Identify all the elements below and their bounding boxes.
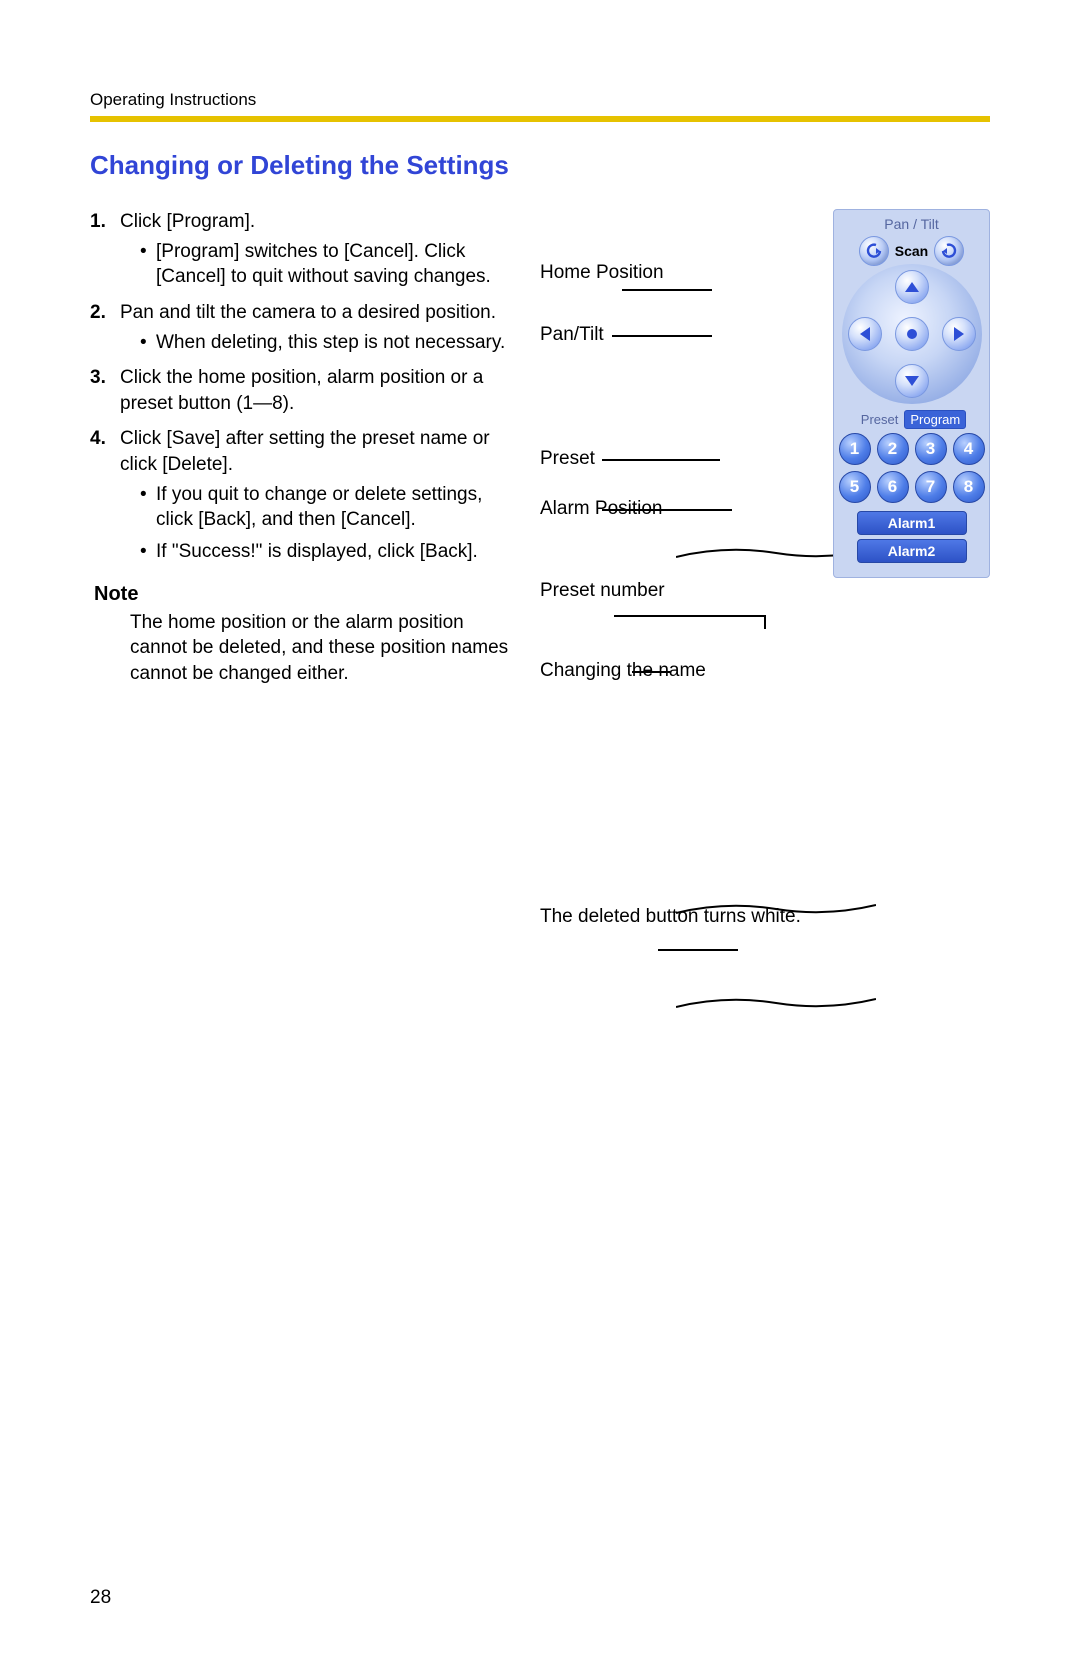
scan-label: Scan [895,243,928,259]
content: 1. Click [Program]. [Program] switches t… [90,209,990,687]
scan-left-button[interactable] [859,236,889,266]
leader-line [602,509,732,511]
label-preset: Preset [540,447,595,471]
step-sub: If "Success!" is displayed, click [Back]… [140,539,520,565]
step-num: 1. [90,209,106,235]
leader-line [614,615,764,617]
preset-8-button[interactable]: 8 [953,471,985,503]
center-dot-icon [907,329,917,339]
page: Operating Instructions Changing or Delet… [0,0,1080,1669]
panel-title: Pan / Tilt [838,216,985,232]
preset-7-button[interactable]: 7 [915,471,947,503]
program-button[interactable]: Program [904,410,966,429]
pan-left-button[interactable] [848,317,882,351]
label-preset-number: Preset number [540,579,665,603]
dpad [842,264,982,404]
note-heading: Note [94,583,520,606]
home-position-button[interactable] [895,317,929,351]
arrow-left-icon [860,327,870,341]
page-number: 28 [90,1587,111,1609]
alarm1-button[interactable]: Alarm1 [857,511,967,535]
preset-2-button[interactable]: 2 [877,433,909,465]
step-3: 3. Click the home position, alarm positi… [90,365,520,416]
preset-header-row: Preset Program [838,410,985,429]
step-list: 1. Click [Program]. [Program] switches t… [90,209,520,565]
tilt-down-button[interactable] [895,364,929,398]
tilt-up-button[interactable] [895,270,929,304]
step-text: Click [Save] after setting the preset na… [120,428,490,475]
page-title: Changing or Deleting the Settings [90,150,990,181]
step-sub: If you quit to change or delete settings… [140,482,520,533]
wave-decoration [676,989,876,1013]
step-num: 2. [90,300,106,326]
label-pan-tilt: Pan/Tilt [540,323,604,347]
leader-line [632,671,670,673]
alarm2-button[interactable]: Alarm2 [857,539,967,563]
preset-4-button[interactable]: 4 [953,433,985,465]
right-column: Home Position Pan/Tilt Preset Alarm Posi… [540,209,990,687]
step-text: Click [Program]. [120,211,255,232]
step-num: 3. [90,365,106,391]
label-changing-name: Changing the name [540,659,706,683]
step-text: Click the home position, alarm position … [120,367,483,414]
leader-line [612,335,712,337]
header-text: Operating Instructions [90,90,990,110]
label-home-position: Home Position [540,261,664,285]
preset-grid: 1 2 3 4 5 6 7 8 [838,433,985,503]
preset-6-button[interactable]: 6 [877,471,909,503]
step-sub: When deleting, this step is not necessar… [140,330,520,356]
step-2: 2. Pan and tilt the camera to a desired … [90,300,520,355]
wave-decoration [676,895,876,919]
pan-tilt-panel: Pan / Tilt Scan Preset Program [833,209,990,578]
scan-right-button[interactable] [934,236,964,266]
preset-5-button[interactable]: 5 [839,471,871,503]
scan-row: Scan [838,236,985,266]
preset-label: Preset [857,410,903,429]
arrow-down-icon [905,376,919,386]
leader-line [602,459,720,461]
leader-line [622,289,712,291]
divider-gold [90,116,990,122]
arrow-right-icon [954,327,964,341]
leader-line [658,949,738,951]
leader-line [764,615,766,629]
step-4: 4. Click [Save] after setting the preset… [90,426,520,564]
step-num: 4. [90,426,106,452]
note-body: The home position or the alarm position … [130,610,520,687]
step-sub: [Program] switches to [Cancel]. Click [C… [140,239,520,290]
step-text: Pan and tilt the camera to a desired pos… [120,302,496,323]
preset-3-button[interactable]: 3 [915,433,947,465]
left-column: 1. Click [Program]. [Program] switches t… [90,209,520,687]
step-1: 1. Click [Program]. [Program] switches t… [90,209,520,290]
arrow-up-icon [905,282,919,292]
preset-1-button[interactable]: 1 [839,433,871,465]
pan-right-button[interactable] [942,317,976,351]
